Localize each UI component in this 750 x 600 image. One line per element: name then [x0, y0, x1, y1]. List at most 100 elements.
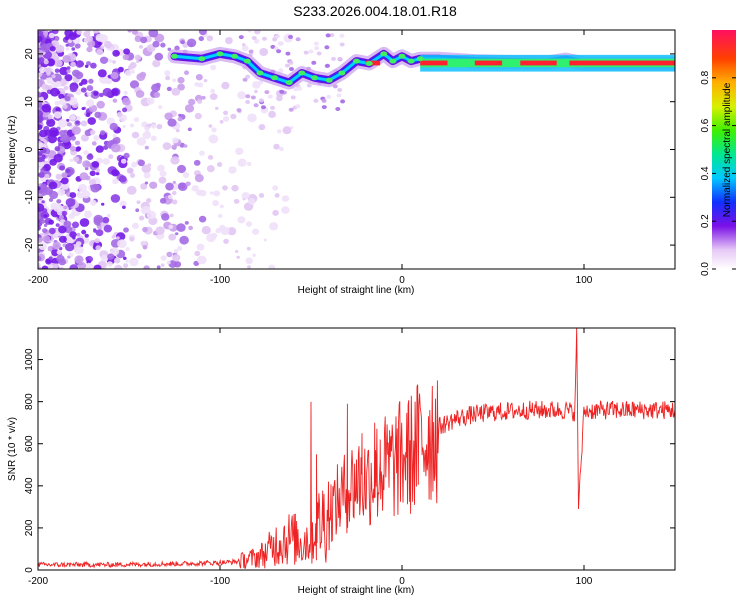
noise-blob: [197, 82, 204, 88]
noise-blob: [112, 98, 118, 103]
noise-blob: [110, 247, 120, 256]
noise-blob: [123, 256, 127, 260]
noise-blob: [66, 136, 72, 142]
noise-blob: [208, 134, 219, 144]
noise-blob: [63, 205, 68, 210]
noise-blob: [87, 117, 96, 125]
noise-blob: [241, 192, 250, 200]
noise-blob: [102, 87, 113, 97]
noise-blob: [203, 79, 208, 83]
noise-blob: [150, 135, 157, 141]
noise-blob: [161, 213, 170, 221]
noise-blob: [337, 56, 343, 61]
noise-blob: [172, 254, 181, 262]
noise-blob: [254, 89, 258, 94]
noise-blob: [195, 74, 203, 81]
noise-blob: [140, 36, 148, 44]
noise-blob: [321, 98, 327, 103]
noise-blob: [179, 235, 189, 245]
noise-blob: [74, 255, 84, 264]
noise-blob: [38, 237, 43, 243]
noise-blob: [142, 245, 148, 250]
noise-blob: [123, 48, 130, 55]
noise-blob: [166, 86, 172, 92]
noise-blob: [144, 145, 149, 150]
noise-blob: [48, 256, 53, 261]
noise-blob: [85, 237, 90, 241]
noise-blob: [178, 182, 186, 189]
noise-blob: [284, 63, 290, 68]
noise-blob: [105, 78, 113, 85]
colorbar-tick-label: 0.4: [700, 166, 711, 180]
noise-blob: [228, 166, 237, 174]
noise-blob: [62, 55, 71, 63]
noise-blob: [213, 190, 221, 197]
noise-blob: [65, 243, 75, 252]
noise-blob: [58, 235, 67, 243]
noise-blob: [38, 162, 41, 167]
noise-blob: [83, 150, 89, 156]
y-tick-label: 400: [24, 477, 35, 494]
x-tick-label: -100: [210, 576, 230, 587]
noise-blob: [52, 241, 61, 250]
noise-blob: [242, 77, 248, 82]
noise-blob: [93, 229, 97, 233]
noise-blob: [137, 159, 145, 167]
noise-blob: [172, 199, 178, 205]
noise-blob: [56, 199, 62, 204]
noise-blob: [195, 189, 203, 196]
noise-blob: [54, 68, 60, 73]
noise-blob: [38, 199, 42, 204]
noise-blob: [212, 200, 220, 207]
noise-blob: [96, 100, 105, 109]
noise-blob: [126, 185, 137, 195]
noise-blob: [40, 219, 46, 224]
noise-blob: [129, 173, 136, 178]
noise-blob: [57, 119, 68, 128]
noise-blob: [148, 123, 152, 127]
noise-blob: [63, 129, 68, 134]
noise-blob: [151, 83, 161, 93]
noise-blob: [95, 172, 100, 176]
noise-blob: [218, 214, 223, 218]
noise-blob: [268, 110, 276, 118]
noise-blob: [43, 223, 48, 227]
noise-blob: [87, 39, 96, 48]
noise-blob: [38, 242, 47, 251]
noise-blob: [324, 45, 330, 50]
noise-blob: [123, 90, 128, 95]
noise-blob: [269, 222, 279, 231]
noise-blob: [285, 51, 291, 56]
noise-blob: [70, 135, 77, 141]
noise-blob: [188, 98, 196, 106]
noise-blob: [177, 83, 185, 91]
noise-blob: [93, 135, 100, 141]
noise-blob: [111, 235, 116, 239]
noise-blob: [38, 171, 45, 178]
x-tick-label: -100: [210, 275, 230, 286]
noise-blob: [42, 228, 48, 234]
noise-blob: [86, 99, 95, 107]
noise-blob: [176, 223, 186, 232]
noise-blob: [69, 114, 76, 121]
noise-blob: [64, 96, 71, 102]
noise-blob: [136, 60, 140, 64]
ridge-peak: [231, 53, 239, 59]
noise-blob: [107, 253, 115, 260]
noise-blob: [223, 238, 230, 244]
ridge-peak: [380, 51, 388, 57]
noise-blob: [117, 239, 127, 249]
snr-y-label: SNR (10 * v/v): [7, 417, 18, 481]
noise-blob: [156, 265, 161, 269]
noise-blob: [96, 49, 104, 56]
noise-blob: [69, 85, 78, 93]
noise-blob: [316, 51, 322, 56]
y-tick-label: 800: [24, 393, 35, 410]
noise-blob: [97, 69, 107, 78]
noise-blob: [314, 46, 320, 51]
noise-blob: [194, 174, 204, 183]
noise-blob: [76, 232, 81, 237]
noise-blob: [281, 195, 290, 202]
noise-blob: [59, 165, 66, 171]
noise-blob: [140, 183, 148, 190]
